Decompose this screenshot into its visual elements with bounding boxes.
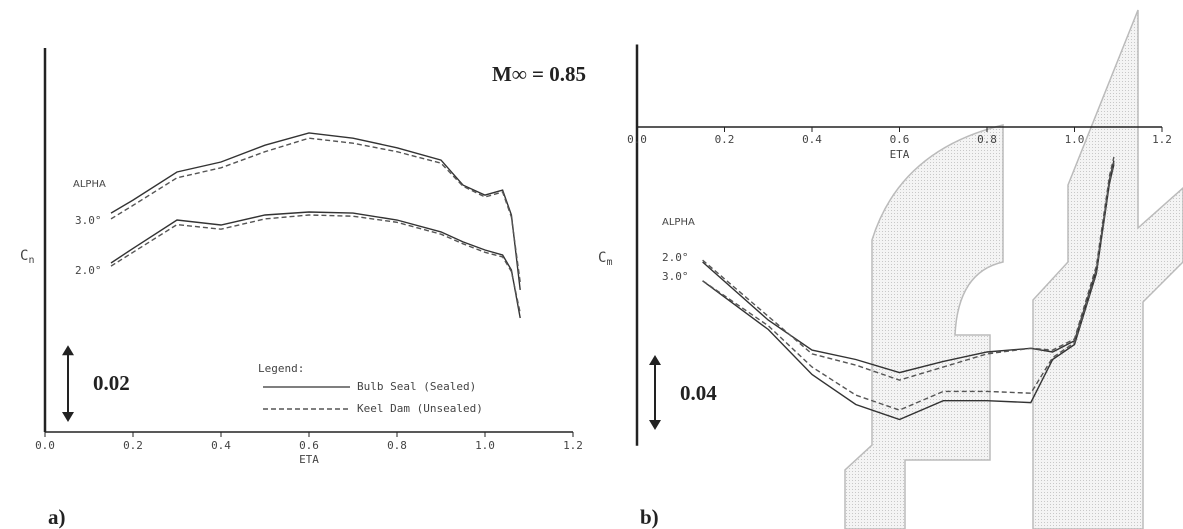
y-axis-label: Cn: [20, 248, 34, 266]
x-tick-label: 0.8: [977, 133, 997, 146]
x-axis-label: ETA: [299, 453, 319, 466]
x-tick-label: 0.2: [715, 133, 735, 146]
y-label-base: C: [598, 250, 606, 266]
x-tick-label: 0.2: [123, 439, 143, 452]
x-tick-label: 0.8: [387, 439, 407, 452]
series-line: [110, 137, 521, 283]
x-tick-label: 1.0: [1065, 133, 1085, 146]
series-line: [702, 162, 1115, 411]
x-tick-label: 0.6: [890, 133, 910, 146]
legend-title: Legend:: [258, 362, 304, 375]
x-tick-label: 0.4: [802, 133, 822, 146]
scale-label: 0.02: [93, 371, 130, 395]
y-label-base: C: [20, 248, 28, 264]
series-line: [110, 211, 521, 319]
series-line: [110, 214, 521, 314]
legend-label: Keel Dam (Unsealed): [357, 402, 483, 415]
y-label-sub: n: [28, 255, 34, 266]
x-tick-label: 0.4: [211, 439, 231, 452]
alpha-title: ALPHA: [662, 217, 695, 228]
x-tick-label: 1.0: [475, 439, 495, 452]
alpha-label: 2.0°: [662, 251, 689, 264]
y-axis-label: Cm: [598, 250, 612, 268]
x-tick-label: 0.0: [627, 133, 647, 146]
panel-label: a): [48, 505, 66, 529]
scale-label: 0.04: [680, 381, 717, 405]
alpha-title: ALPHA: [73, 179, 106, 190]
series-line: [702, 156, 1115, 381]
overlay-shape: [1032, 9, 1183, 529]
y-label-sub: m: [606, 257, 612, 268]
x-tick-label: 0.6: [299, 439, 319, 452]
x-tick-label: 0.0: [35, 439, 55, 452]
panel-label: b): [640, 505, 659, 529]
alpha-label: 3.0°: [662, 270, 689, 283]
legend-label: Bulb Seal (Sealed): [357, 380, 476, 393]
x-tick-label: 1.2: [563, 439, 583, 452]
alpha-label: 3.0°: [75, 214, 102, 227]
alpha-label: 2.0°: [75, 264, 102, 277]
overlay-shape: [844, 124, 1004, 529]
x-tick-label: 1.2: [1152, 133, 1172, 146]
series-line: [110, 132, 521, 290]
mach-annotation: M∞ = 0.85: [492, 62, 586, 86]
x-axis-label: ETA: [890, 148, 910, 161]
